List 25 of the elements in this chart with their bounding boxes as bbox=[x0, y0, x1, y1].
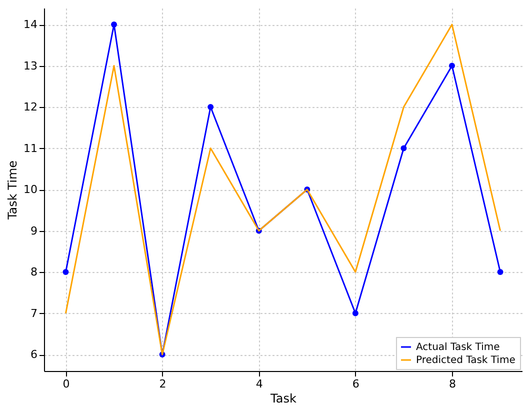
point bbox=[208, 104, 214, 110]
y-tick-label: 13 bbox=[24, 59, 38, 72]
y-axis-title: Task Time bbox=[6, 160, 20, 221]
x-tick-label: 4 bbox=[256, 378, 263, 390]
y-tick-label: 11 bbox=[24, 142, 38, 155]
x-tick-label: 6 bbox=[352, 378, 360, 390]
point bbox=[111, 22, 118, 28]
point bbox=[497, 269, 504, 275]
x-tick-label: 2 bbox=[159, 378, 166, 390]
y-tick-label: 7 bbox=[30, 306, 38, 320]
y-tick-label: 12 bbox=[24, 100, 38, 114]
point bbox=[400, 145, 407, 152]
point bbox=[448, 62, 455, 69]
x-tick-label: 8 bbox=[448, 378, 456, 390]
x-axis-title: Task bbox=[270, 392, 296, 406]
point bbox=[62, 269, 69, 275]
x-tick-label: 0 bbox=[62, 378, 70, 390]
legend-label: Actual Task Time bbox=[416, 342, 500, 353]
y-tick-label: 6 bbox=[30, 348, 38, 361]
legend-label: Predicted Task Time bbox=[416, 355, 516, 366]
y-tick-label: 10 bbox=[24, 183, 38, 196]
y-tick-label: 14 bbox=[24, 18, 38, 31]
y-tick-label: 8 bbox=[30, 266, 38, 278]
point bbox=[352, 310, 358, 316]
y-tick-label: 9 bbox=[30, 224, 38, 238]
